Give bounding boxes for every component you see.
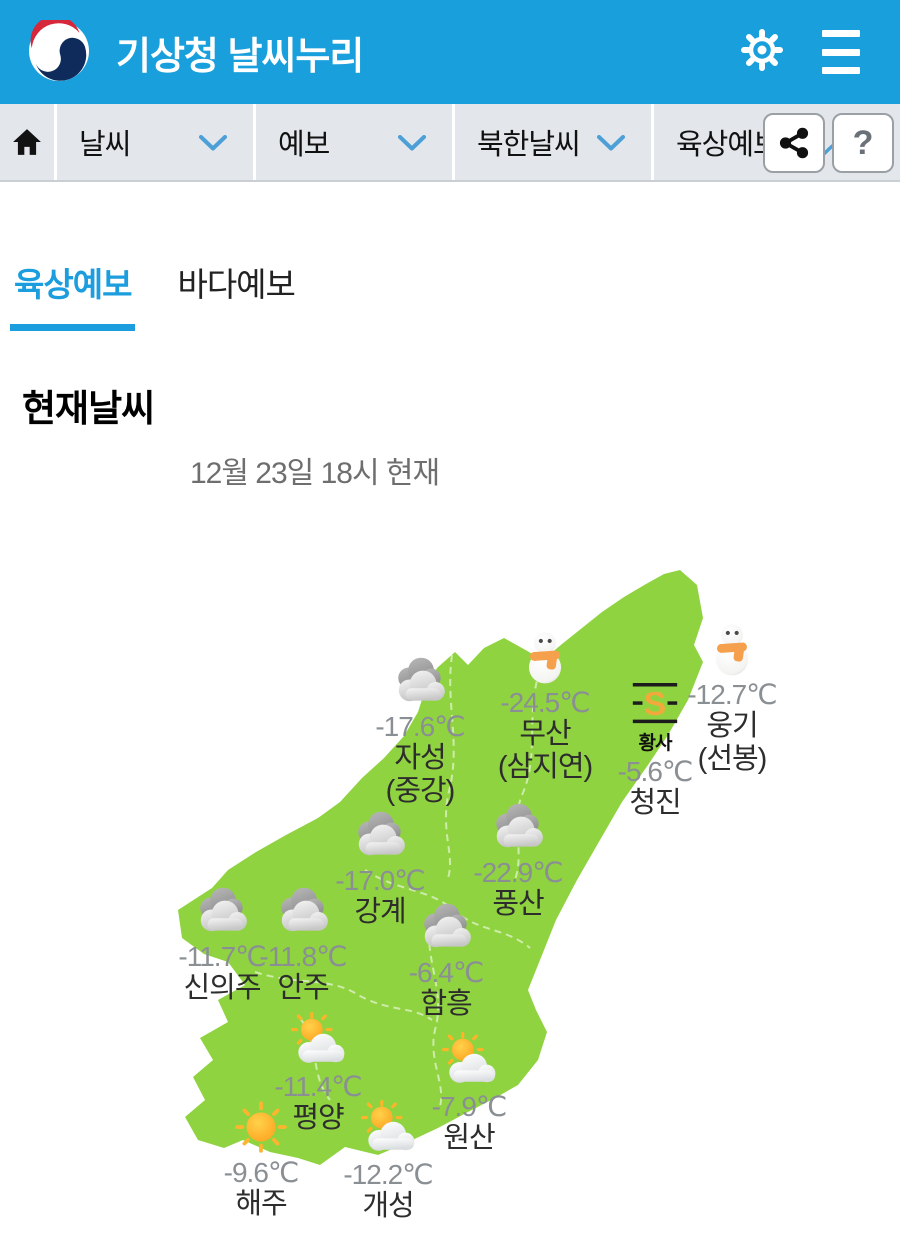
station-name: 평양	[292, 1102, 344, 1135]
station-name: 원산	[443, 1122, 495, 1155]
station-temperature: -17.6℃	[375, 711, 465, 742]
hamburger-menu-icon[interactable]	[822, 30, 862, 74]
section-title: 현재날씨	[22, 388, 155, 429]
cloudy-icon	[351, 806, 409, 864]
country-polygon	[178, 570, 703, 1165]
weather-station: -17.6℃ 자성 (중강)	[345, 652, 495, 807]
weather-station: -6.4℃ 함흥	[371, 898, 521, 1021]
weather-station: -7.9℃ 원산	[394, 1032, 544, 1155]
station-name: 웅기	[706, 710, 758, 743]
home-icon	[13, 129, 41, 155]
observation-time: 12월 23일 18시 현재	[190, 457, 440, 490]
nav-label: 예보	[278, 129, 330, 161]
sun-cloud-icon	[289, 1012, 347, 1070]
dust-warning-label: 황사	[638, 733, 673, 754]
station-name: 함흥	[420, 988, 472, 1021]
station-temperature: -9.6℃	[223, 1157, 300, 1188]
station-subname: (삼지연)	[497, 750, 593, 783]
home-button[interactable]	[0, 104, 54, 180]
station-name: 해주	[235, 1188, 287, 1221]
snowman-icon	[516, 628, 574, 686]
station-name: 안주	[277, 972, 329, 1005]
station-temperature: -22.9℃	[473, 857, 563, 888]
tab-sea-forecast[interactable]: 바다예보	[177, 266, 295, 303]
nav-dropdown-weather[interactable]: 날씨	[57, 104, 253, 180]
station-temperature: -17.0℃	[335, 865, 425, 896]
forecast-tabs: 육상예보 바다예보	[10, 250, 299, 331]
weather-station: -17.0℃ 강계	[305, 806, 455, 929]
station-name: 무산	[519, 718, 571, 751]
station-temperature: -12.2℃	[343, 1159, 433, 1190]
share-icon	[779, 127, 809, 159]
station-name: 풍산	[492, 888, 544, 921]
nav-dropdown-north-korea-weather[interactable]: 북한날씨	[455, 104, 651, 180]
north-korea-weather-map: S -17.6℃ 자성 (중강)	[0, 540, 900, 1254]
station-name: 개성	[362, 1190, 414, 1223]
app-title: 기상청 날씨누리	[116, 35, 364, 78]
weather-station: -11.4℃ 평양	[243, 1012, 393, 1135]
app-header: 기상청 날씨누리	[0, 0, 900, 104]
help-button[interactable]: ?	[832, 113, 894, 173]
chevron-down-icon	[597, 135, 625, 151]
weather-station: -12.2℃ 개성	[313, 1100, 463, 1223]
share-button[interactable]	[763, 113, 825, 173]
chevron-down-icon	[199, 135, 227, 151]
nav-label: 북한날씨	[477, 129, 581, 161]
station-temperature: -11.7℃	[178, 941, 266, 972]
weather-station: -24.5℃ 무산 (삼지연)	[470, 628, 620, 783]
station-temperature: -5.6℃	[617, 756, 694, 787]
chevron-down-icon	[398, 135, 426, 151]
weather-station: -9.6℃ 해주	[186, 1098, 336, 1221]
station-temperature: -11.4℃	[274, 1071, 362, 1102]
sun-cloud-icon	[440, 1032, 498, 1090]
cloudy-icon	[489, 798, 547, 856]
main-nav: 날씨 예보 북한날씨 육상예보 ?	[0, 104, 900, 182]
station-subname: (중강)	[385, 774, 456, 807]
station-name: 신의주	[183, 972, 261, 1005]
station-temperature: -12.7℃	[687, 679, 777, 710]
weather-station: -22.9℃ 풍산	[443, 798, 593, 921]
weather-station: -12.7℃ 웅기 (선봉)	[657, 620, 807, 775]
station-name: 청진	[629, 787, 681, 820]
weather-station: -11.8℃ 안주	[228, 882, 378, 1005]
station-temperature: -11.8℃	[259, 941, 347, 972]
sun-icon	[232, 1098, 290, 1156]
weather-station: 황사 -5.6℃ 청진	[580, 678, 730, 820]
nav-label: 날씨	[79, 129, 131, 161]
station-temperature: -6.4℃	[408, 957, 485, 988]
station-name: 강계	[354, 896, 406, 929]
settings-gear-icon[interactable]	[738, 26, 786, 74]
station-name: 자성	[394, 742, 446, 775]
snowman-icon	[703, 620, 761, 678]
station-temperature: -7.9℃	[431, 1091, 508, 1122]
kma-logo-icon[interactable]	[28, 15, 90, 82]
tab-land-forecast[interactable]: 육상예보	[10, 250, 136, 331]
sun-cloud-icon	[359, 1100, 417, 1158]
nav-dropdown-forecast[interactable]: 예보	[256, 104, 452, 180]
station-subname: (선봉)	[697, 742, 768, 775]
nav-label: 육상예보	[676, 129, 780, 161]
station-temperature: -24.5℃	[500, 687, 590, 718]
cloudy-icon	[417, 898, 475, 956]
weather-station: -11.7℃ 신의주	[147, 882, 297, 1005]
cloudy-icon	[391, 652, 449, 710]
cloudy-icon	[274, 882, 332, 940]
